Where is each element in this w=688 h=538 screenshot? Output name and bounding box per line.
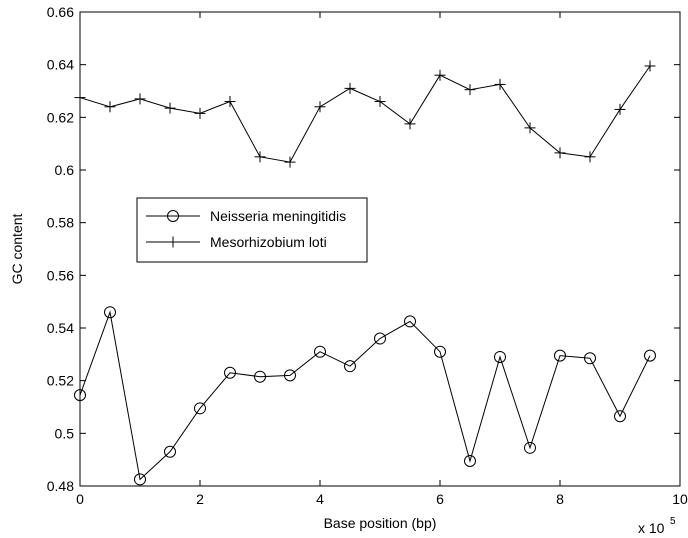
data-point-neisseria-meningitidis xyxy=(494,350,506,363)
data-point-mesorhizobium-loti xyxy=(314,101,326,113)
data-point-neisseria-meningitidis xyxy=(164,445,176,458)
plot-frame xyxy=(79,11,681,487)
data-point-neisseria-meningitidis xyxy=(74,389,86,402)
data-point-neisseria-meningitidis xyxy=(584,352,596,365)
legend-marker-mesorhizobium xyxy=(167,236,179,248)
x-tick-label: 10 xyxy=(672,491,688,507)
data-point-mesorhizobium-loti xyxy=(644,60,656,72)
data-point-mesorhizobium-loti xyxy=(374,96,386,108)
y-tick-label: 0.62 xyxy=(47,109,74,125)
data-point-mesorhizobium-loti xyxy=(464,84,476,96)
series-line-mesorhizobium-loti xyxy=(79,65,651,163)
series-neisseria-meningitidis xyxy=(74,306,656,486)
data-point-neisseria-meningitidis xyxy=(254,370,266,383)
data-point-mesorhizobium-loti xyxy=(194,107,206,119)
data-point-neisseria-meningitidis xyxy=(134,473,146,486)
y-tick-label: 0.66 xyxy=(47,4,74,20)
x-multiplier-base: x 10 xyxy=(638,520,665,536)
data-point-neisseria-meningitidis xyxy=(554,349,566,362)
data-point-mesorhizobium-loti xyxy=(164,102,176,114)
legend: Neisseria meningitidis Mesorhizobium lot… xyxy=(136,197,368,263)
data-point-mesorhizobium-loti xyxy=(284,156,296,168)
legend-label-neisseria: Neisseria meningitidis xyxy=(210,208,346,224)
data-point-neisseria-meningitidis xyxy=(224,366,236,379)
x-tick-label: 2 xyxy=(196,491,204,507)
y-tick-label: 0.48 xyxy=(47,478,74,494)
data-point-neisseria-meningitidis xyxy=(104,306,116,319)
x-multiplier-exponent: 5 xyxy=(670,516,676,527)
data-point-neisseria-meningitidis xyxy=(404,315,416,328)
data-point-neisseria-meningitidis xyxy=(344,360,356,373)
x-tick-label: 6 xyxy=(436,491,444,507)
data-point-mesorhizobium-loti xyxy=(344,82,356,94)
y-tick-label: 0.52 xyxy=(47,373,74,389)
data-point-mesorhizobium-loti xyxy=(134,93,146,105)
data-point-mesorhizobium-loti xyxy=(524,122,536,134)
data-point-mesorhizobium-loti xyxy=(74,92,86,104)
data-point-mesorhizobium-loti xyxy=(614,103,626,115)
y-tick-label: 0.6 xyxy=(55,162,75,178)
x-multiplier: x 10 5 xyxy=(638,516,676,536)
data-point-mesorhizobium-loti xyxy=(104,101,116,113)
data-point-mesorhizobium-loti xyxy=(404,118,416,130)
y-tick-label: 0.56 xyxy=(47,267,74,283)
series-line-neisseria-meningitidis xyxy=(79,310,651,481)
data-point-neisseria-meningitidis xyxy=(194,402,206,415)
data-point-neisseria-meningitidis xyxy=(284,369,296,382)
data-point-mesorhizobium-loti xyxy=(224,96,236,108)
plot-area xyxy=(79,11,681,487)
data-point-mesorhizobium-loti xyxy=(494,78,506,90)
y-tick-label: 0.5 xyxy=(55,425,75,441)
y-tick-label: 0.54 xyxy=(47,320,74,336)
data-point-neisseria-meningitidis xyxy=(614,410,626,423)
x-tick-label: 8 xyxy=(556,491,564,507)
x-tick-label: 4 xyxy=(316,491,324,507)
legend-marker-neisseria xyxy=(167,210,179,222)
legend-label-mesorhizobium: Mesorhizobium loti xyxy=(210,234,327,250)
data-point-mesorhizobium-loti xyxy=(554,147,566,159)
y-tick-label: 0.64 xyxy=(47,57,74,73)
data-point-neisseria-meningitidis xyxy=(464,454,476,467)
series-mesorhizobium-loti xyxy=(74,60,656,168)
x-axis-label: Base position (bp) xyxy=(324,515,437,531)
ticks-layer: 0 2 4 6 8 10 0.48 0.5 0.52 0.54 0.56 0.58 0.6 0.62 0.6… xyxy=(47,4,688,507)
y-axis-label: GC content xyxy=(9,213,25,284)
data-point-neisseria-meningitidis xyxy=(644,349,656,362)
data-point-neisseria-meningitidis xyxy=(374,332,386,345)
y-tick-label: 0.58 xyxy=(47,215,74,231)
legend-box xyxy=(136,197,368,263)
data-point-mesorhizobium-loti xyxy=(584,151,596,163)
data-point-neisseria-meningitidis xyxy=(314,345,326,358)
data-point-mesorhizobium-loti xyxy=(254,151,266,163)
data-point-neisseria-meningitidis xyxy=(524,441,536,454)
series-layer xyxy=(74,60,656,486)
data-point-mesorhizobium-loti xyxy=(434,69,446,81)
data-point-neisseria-meningitidis xyxy=(434,345,446,358)
x-tick-label: 0 xyxy=(76,491,84,507)
